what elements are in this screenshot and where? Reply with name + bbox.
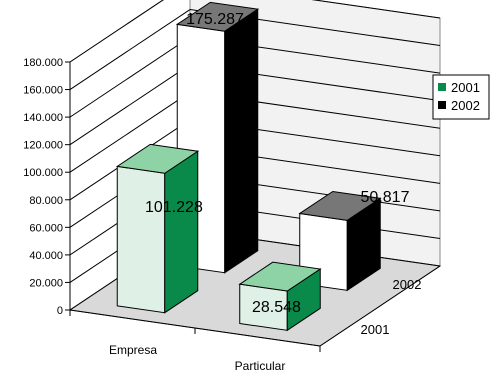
bar-2001-particular	[238, 261, 322, 332]
bar-2001-empresa-side	[164, 150, 199, 314]
gridline-left	[69, 0, 164, 63]
y-tick-label: 120.000	[23, 140, 63, 152]
bar-2001-particular-top	[238, 261, 322, 292]
gridline-left	[69, 36, 191, 118]
depth-label-2002: 2002	[393, 277, 422, 292]
y-tick-label: 0	[57, 305, 63, 317]
legend-box	[432, 74, 490, 120]
y-tick-label: 60.000	[29, 222, 63, 234]
gridline-back	[311, 0, 441, 19]
y-tick-label: 20.000	[29, 277, 63, 289]
category-label-particular: Particular	[235, 359, 286, 373]
data-label-2002-particular: 50.817	[361, 189, 410, 206]
y-tick-label: 100.000	[23, 167, 63, 179]
y-tick-label: 140.000	[23, 112, 63, 124]
y-tick-label: 180.000	[23, 57, 63, 69]
y-tick-label: 80.000	[29, 195, 63, 207]
data-label-2001-particular: 28.548	[252, 299, 301, 316]
data-labels: 101.228 175.287 28.548 50.817	[145, 11, 410, 316]
category-label-empresa: Empresa	[109, 343, 157, 357]
legend-label-2001: 2001	[451, 80, 480, 95]
data-label-2001-empresa: 101.228	[145, 199, 203, 216]
y-tick-label: 40.000	[29, 250, 63, 262]
bar-2002-particular-top	[298, 190, 382, 221]
legend-swatch-2002	[438, 101, 446, 109]
legend: 2001 2002	[432, 74, 490, 120]
depth-axis-line	[319, 265, 441, 347]
y-tick-label: 160.000	[23, 85, 63, 97]
y-axis-ticks: 0 20.000 40.000 60.000 80.000 100.000 120.000 1…	[23, 57, 71, 317]
bar-2002-empresa-top	[175, 1, 260, 32]
legend-swatch-2001	[438, 83, 446, 91]
data-label-2002-empresa: 175.287	[186, 11, 244, 28]
legend-label-2002: 2002	[451, 98, 480, 113]
gridline-left	[69, 64, 191, 146]
bar-2001-empresa-front	[116, 165, 166, 314]
category-labels: Empresa Particular 2001 2002	[69, 265, 441, 373]
bar-2001-empresa	[115, 143, 200, 314]
bars	[115, 1, 382, 332]
bar-2001-empresa-top	[115, 143, 200, 174]
gridline-left	[69, 9, 191, 90]
gridline-left	[69, 91, 191, 173]
bar-2002-particular	[298, 190, 382, 292]
depth-label-2001: 2001	[361, 322, 390, 337]
bar-2002-empresa-side	[224, 8, 259, 274]
